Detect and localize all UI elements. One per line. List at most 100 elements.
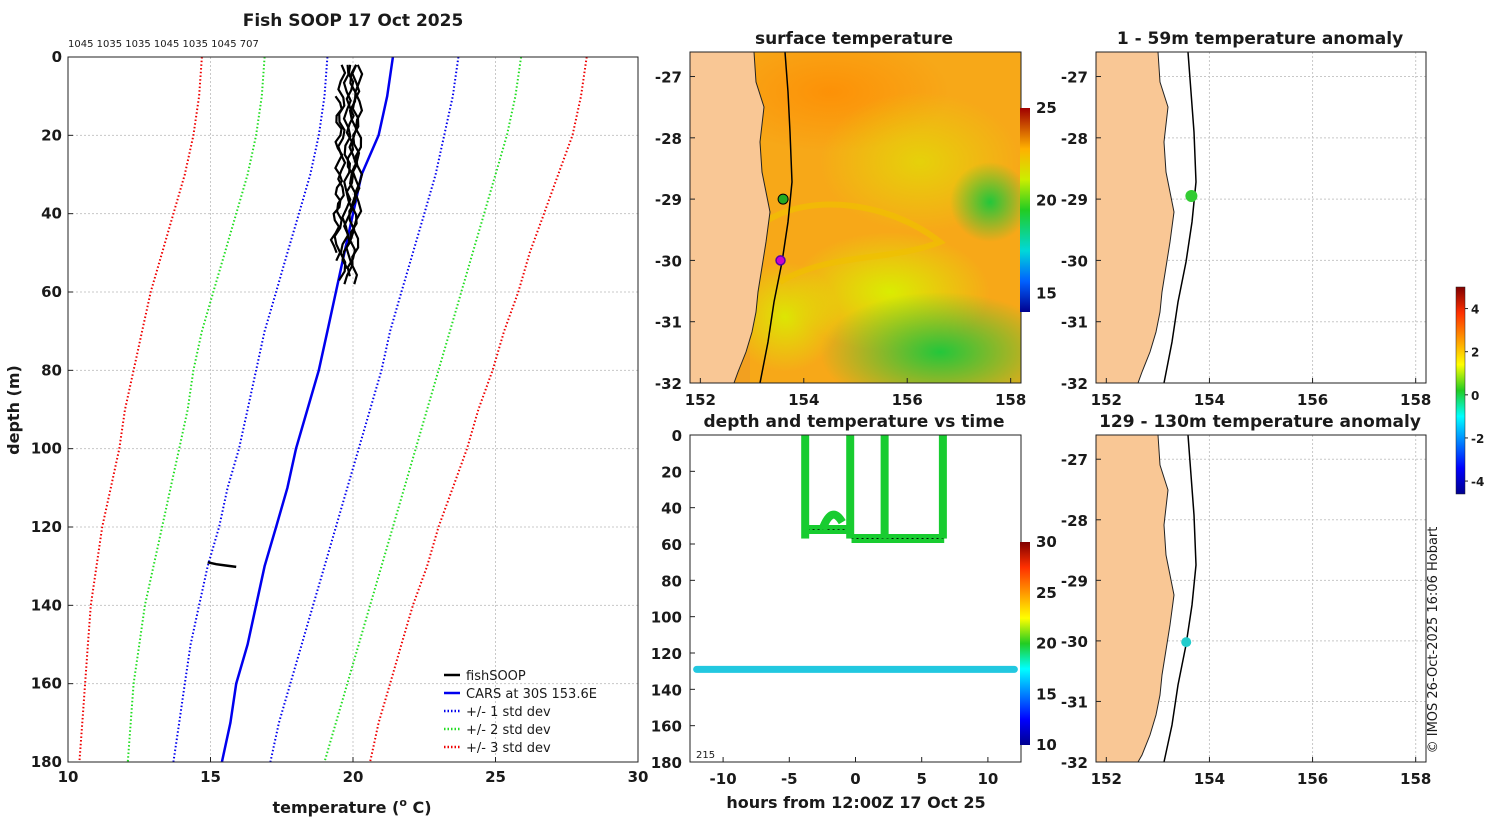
y-tick-label: -32 xyxy=(1061,375,1088,393)
profile-line xyxy=(269,56,460,763)
x-tick-label: 158 xyxy=(1400,770,1431,788)
anomaly-colorbar xyxy=(1455,286,1466,495)
time-data xyxy=(693,435,1018,673)
anomaly2-ticks: 152 154 156 158 -27 -28 -29 -30 -31 -32 xyxy=(1061,451,1431,788)
anomaly1-point xyxy=(1185,190,1198,203)
credit-text: © IMOS 26-Oct-2025 16:06 Hobart xyxy=(1426,527,1441,754)
y-tick-label: 140 xyxy=(651,681,682,699)
colorbar-tick-label: 30 xyxy=(1036,533,1057,551)
y-tick-label: 180 xyxy=(651,754,682,772)
land xyxy=(690,52,770,383)
surface-marker-south xyxy=(775,255,786,266)
legend-std2: +/- 2 std dev xyxy=(466,723,551,738)
anomaly2-map xyxy=(1096,435,1197,762)
y-tick-label: -30 xyxy=(655,252,682,270)
shelf-contour xyxy=(1163,435,1197,762)
x-tick-label: 20 xyxy=(343,768,364,786)
x-tick-label: 154 xyxy=(1194,770,1225,788)
green-patch-south xyxy=(820,292,1021,383)
y-tick-label: 40 xyxy=(41,205,62,223)
y-tick-label: 60 xyxy=(661,536,682,554)
time-axes-box xyxy=(689,434,1022,763)
y-tick-label: 100 xyxy=(31,440,62,458)
anomaly1-panel: 1 - 59m temperature anomaly 152 154 156 158… xyxy=(1061,29,1431,409)
anomaly2-panel: 129 - 130m temperature anomaly 152 154 156… xyxy=(1061,412,1431,788)
x-tick-label: 10 xyxy=(58,768,79,786)
anomaly2-axes-box xyxy=(1095,434,1427,763)
y-tick-label: 40 xyxy=(661,500,682,518)
fishsoop-profile xyxy=(341,64,355,270)
shelf-contour xyxy=(759,52,793,383)
sst-colorbar-ticks: 15 20 25 xyxy=(1036,99,1057,302)
colorbar-tick-label: 20 xyxy=(1036,635,1057,653)
plateau-bump xyxy=(818,510,846,531)
profile-line xyxy=(126,56,266,763)
x-tick-label: 15 xyxy=(200,768,221,786)
y-tick-label: 0 xyxy=(52,48,62,66)
profile-line xyxy=(78,56,203,763)
green-patch-east xyxy=(950,162,1021,242)
y-tick-label: -29 xyxy=(655,191,682,209)
fishsoop-profiles xyxy=(207,64,364,569)
profile-title: Fish SOOP 17 Oct 2025 xyxy=(243,11,464,31)
anomaly1-ticks: 152 154 156 158 -27 -28 -29 -30 -31 -32 xyxy=(1061,69,1431,409)
time-xlabel: hours from 12:00Z 17 Oct 25 xyxy=(726,793,985,812)
colorbar-tick-label: 2 xyxy=(1471,346,1479,360)
y-tick-label: -28 xyxy=(1061,512,1088,530)
anomaly1-map xyxy=(1096,52,1198,383)
land xyxy=(1096,52,1175,383)
profile-panel: Fish SOOP 17 Oct 2025 1045 1035 1035 104… xyxy=(4,11,648,817)
time-annotation: 215 xyxy=(696,750,715,761)
profile-line xyxy=(369,56,588,763)
x-tick-label: 154 xyxy=(788,391,819,409)
surface-title: surface temperature xyxy=(755,29,953,49)
y-tick-label: 180 xyxy=(31,753,62,771)
fishsoop-profile xyxy=(333,64,347,262)
anomaly1-title: 1 - 59m temperature anomaly xyxy=(1117,29,1403,49)
legend-cars: CARS at 30S 153.6E xyxy=(466,687,597,702)
y-tick-label: 100 xyxy=(651,609,682,627)
y-tick-label: 120 xyxy=(651,645,682,663)
y-tick-label: -31 xyxy=(1061,314,1088,332)
y-tick-label: -27 xyxy=(1061,69,1088,87)
sst-colorbar xyxy=(1020,108,1030,312)
y-tick-label: -27 xyxy=(1061,451,1088,469)
x-tick-label: 154 xyxy=(1194,391,1225,409)
y-tick-label: -28 xyxy=(1061,130,1088,148)
anomaly2-title: 129 - 130m temperature anomaly xyxy=(1099,412,1421,432)
profile-ticks: 10 15 20 25 30 0 20 40 60 80 100 120 140 160 180 xyxy=(31,48,649,786)
time-colorbar-ticks: 10 15 20 25 30 xyxy=(1036,533,1057,754)
y-tick-label: 140 xyxy=(31,596,62,614)
x-tick-label: 5 xyxy=(916,770,926,788)
land xyxy=(1096,435,1175,762)
fishsoop-profile xyxy=(329,95,344,254)
y-tick-label: 160 xyxy=(651,718,682,736)
y-tick-label: 80 xyxy=(661,572,682,590)
y-tick-label: -30 xyxy=(1061,252,1088,270)
fishsoop-profile xyxy=(338,64,352,281)
x-tick-label: -5 xyxy=(781,770,798,788)
anomaly2-point xyxy=(1181,637,1192,648)
surface-panel: surface temperature 152 154 156 158 -27 -28 -2… xyxy=(655,29,1057,409)
eddy-filament xyxy=(763,201,946,285)
colorbar-tick-label: -2 xyxy=(1471,432,1484,446)
x-tick-label: 30 xyxy=(628,768,649,786)
y-tick-label: -29 xyxy=(1061,191,1088,209)
profile-line xyxy=(172,56,329,763)
y-tick-label: -30 xyxy=(1061,633,1088,651)
colorbar-tick-label: 0 xyxy=(1471,389,1479,403)
profile-series xyxy=(78,56,588,763)
dive-bar xyxy=(801,435,810,539)
colorbar-tick-label: 20 xyxy=(1036,192,1057,210)
profile-line xyxy=(220,56,395,763)
profile-grid xyxy=(67,56,639,763)
dive-bar xyxy=(938,435,947,539)
profile-ylabel: depth (m) xyxy=(4,365,23,455)
legend-fishsoop: fishSOOP xyxy=(466,669,526,684)
coastline xyxy=(733,52,771,383)
x-tick-label: 152 xyxy=(1091,391,1122,409)
y-tick-label: -28 xyxy=(655,130,682,148)
x-tick-label: 156 xyxy=(1297,391,1328,409)
fishsoop-profile xyxy=(351,64,364,285)
